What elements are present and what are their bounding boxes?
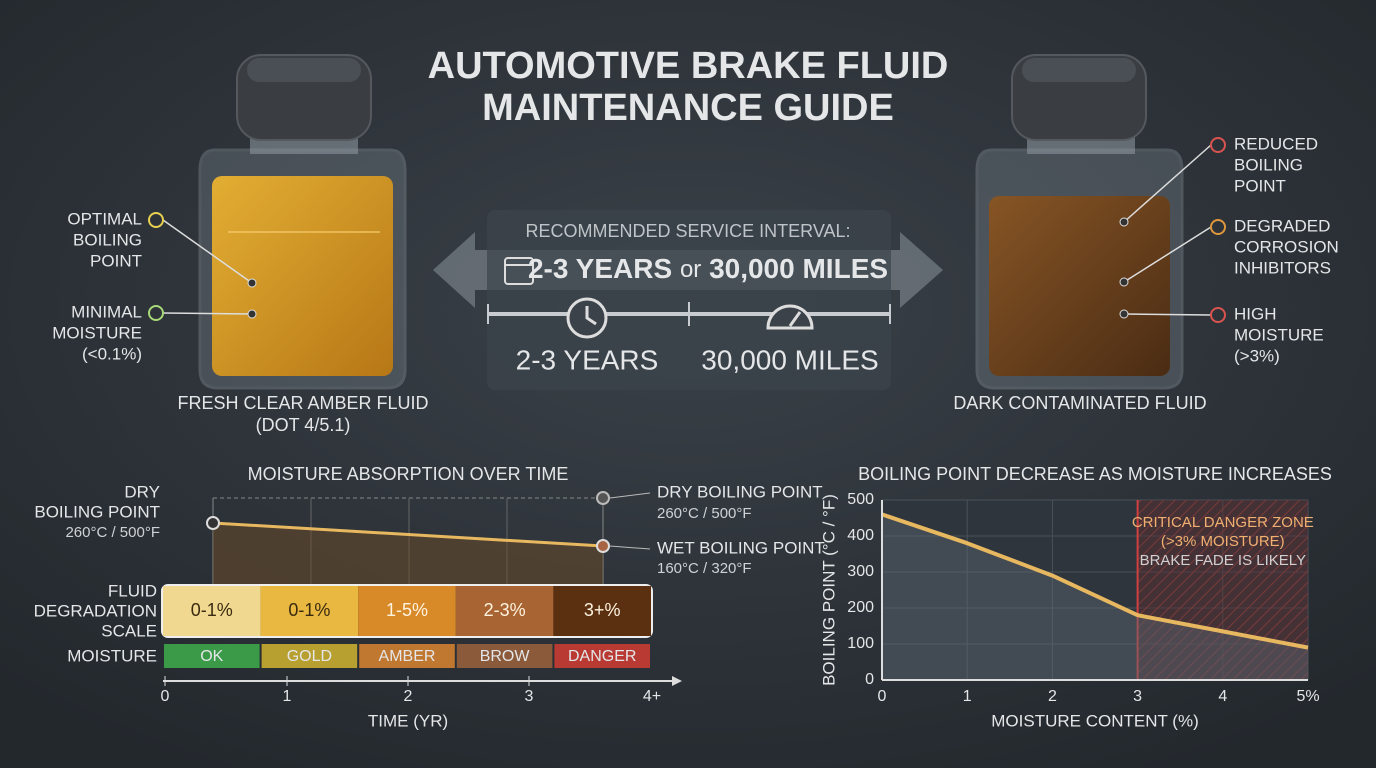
moisture-text: BROW xyxy=(480,648,531,665)
callout: MOISTURE xyxy=(1234,325,1324,344)
callout: CORROSION xyxy=(1234,237,1339,256)
annotation: DRY xyxy=(124,482,160,501)
y-tick-label: 0 xyxy=(865,671,874,688)
scale-segment xyxy=(358,586,456,636)
x-tick-label: 3 xyxy=(525,688,534,705)
zone-text: (>3% MOISTURE) xyxy=(1161,533,1285,550)
miles: 30,000 MILES xyxy=(701,344,878,375)
callout: (<0.1%) xyxy=(82,344,142,363)
scale-text: 0-1% xyxy=(288,600,330,620)
scale-frame xyxy=(161,584,653,638)
callout: MINIMAL xyxy=(71,302,142,321)
callout: OPTIMAL xyxy=(67,209,142,228)
scale-text: 2-3% xyxy=(484,600,526,620)
annotation: DRY BOILING POINT xyxy=(657,482,823,501)
moisture-plot xyxy=(163,491,682,686)
fresh-jar xyxy=(198,54,407,390)
x-tick-label: 4+ xyxy=(643,688,661,705)
boiling-chart: 0 100 200 300 400 500 0 1 2 3 4 5% CRITICAL DANGER Z… xyxy=(847,491,1319,705)
scale-segment xyxy=(455,586,554,636)
interval: 30,000 MILES xyxy=(709,253,888,284)
annotation: 260°C / 500°F xyxy=(65,524,160,541)
y-tick-label: 100 xyxy=(847,635,874,652)
scale-segment xyxy=(553,586,651,636)
caption: FRESH CLEAR AMBER FLUID xyxy=(177,393,428,413)
scale-label: FLUID xyxy=(108,581,157,600)
x-tick-label: 2 xyxy=(404,688,413,705)
interval-or: or xyxy=(680,256,701,283)
scale-text: 3+% xyxy=(584,600,621,620)
x-tick-label: 4 xyxy=(1218,688,1227,705)
y-tick-label: 500 xyxy=(847,491,874,508)
service-interval: 2-3 YEARS or 30,000 MILES xyxy=(528,253,888,284)
scale-label: DEGRADATION xyxy=(34,601,157,620)
x-axis-label: TIME (YR) xyxy=(368,711,448,730)
zone-text: CRITICAL DANGER ZONE xyxy=(1132,514,1314,531)
callout: POINT xyxy=(1234,176,1286,195)
scale-text: 0-1% xyxy=(191,600,233,620)
moisture-text: AMBER xyxy=(379,648,436,665)
chart-title: MOISTURE ABSORPTION OVER TIME xyxy=(248,464,569,484)
zone-text: BRAKE FADE IS LIKELY xyxy=(1140,552,1306,569)
x-axis-label: MOISTURE CONTENT (%) xyxy=(991,711,1198,730)
callout: MOISTURE xyxy=(52,323,142,342)
callout: BOILING xyxy=(73,230,142,249)
moisture-text: OK xyxy=(200,648,223,665)
fresh-callouts xyxy=(148,212,257,321)
degradation-scale: 0-1% OK 0-1% GOLD 1-5% AMBER 2-3% BROW 3+% DANGER… xyxy=(161,584,661,705)
moisture-segment xyxy=(554,644,650,668)
annotation: 260°C / 500°F xyxy=(657,505,752,522)
dark-jar xyxy=(975,54,1184,390)
line xyxy=(881,512,1309,650)
callout: DEGRADED xyxy=(1234,216,1330,235)
x-tick-label: 2 xyxy=(1048,688,1057,705)
callout: (>3%) xyxy=(1234,346,1280,365)
scale-label: SCALE xyxy=(101,621,157,640)
y-axis-label: BOILING POINT (°C / °F) xyxy=(819,494,838,686)
caption: (DOT 4/5.1) xyxy=(256,415,351,435)
annotation: 160°C / 320°F xyxy=(657,560,752,577)
callout: POINT xyxy=(90,251,142,270)
moisture-label: MOISTURE xyxy=(67,646,157,665)
callout: REDUCED xyxy=(1234,134,1318,153)
x-tick-label: 0 xyxy=(161,688,170,705)
caption: DARK CONTAMINATED FLUID xyxy=(953,393,1206,413)
callout: BOILING xyxy=(1234,155,1303,174)
x-tick-label: 5% xyxy=(1296,688,1319,705)
y-tick-label: 300 xyxy=(847,563,874,580)
moisture-segment xyxy=(456,644,553,668)
dark-callouts xyxy=(1119,137,1226,323)
annotation: BOILING POINT xyxy=(34,502,160,521)
scale-segment xyxy=(260,586,359,636)
scale-text: 1-5% xyxy=(386,600,428,620)
chart-title: BOILING POINT DECREASE AS MOISTURE INCRE… xyxy=(858,464,1332,484)
title: MAINTENANCE GUIDE xyxy=(482,87,894,129)
x-tick-label: 0 xyxy=(878,688,887,705)
moisture-segment xyxy=(261,644,358,668)
annotation: WET BOILING POINT xyxy=(657,538,825,557)
moisture-segment xyxy=(164,644,260,668)
callout: HIGH xyxy=(1234,304,1277,323)
x-tick-label: 1 xyxy=(963,688,972,705)
callout: INHIBITORS xyxy=(1234,258,1331,277)
service-graphic xyxy=(433,210,943,390)
scale-segment xyxy=(163,586,261,636)
x-tick-label: 1 xyxy=(283,688,292,705)
y-tick-label: 200 xyxy=(847,599,874,616)
interval: 2-3 YEARS xyxy=(528,253,672,284)
moisture-segment xyxy=(359,644,455,668)
moisture-text: DANGER xyxy=(568,648,636,665)
moisture-text: GOLD xyxy=(287,648,332,665)
danger-zone xyxy=(1137,500,1308,680)
years: 2-3 YEARS xyxy=(516,344,659,375)
service-heading: RECOMMENDED SERVICE INTERVAL: xyxy=(525,221,850,241)
y-tick-label: 400 xyxy=(847,527,874,544)
title: AUTOMOTIVE BRAKE FLUID xyxy=(428,45,949,87)
x-tick-label: 3 xyxy=(1133,688,1142,705)
